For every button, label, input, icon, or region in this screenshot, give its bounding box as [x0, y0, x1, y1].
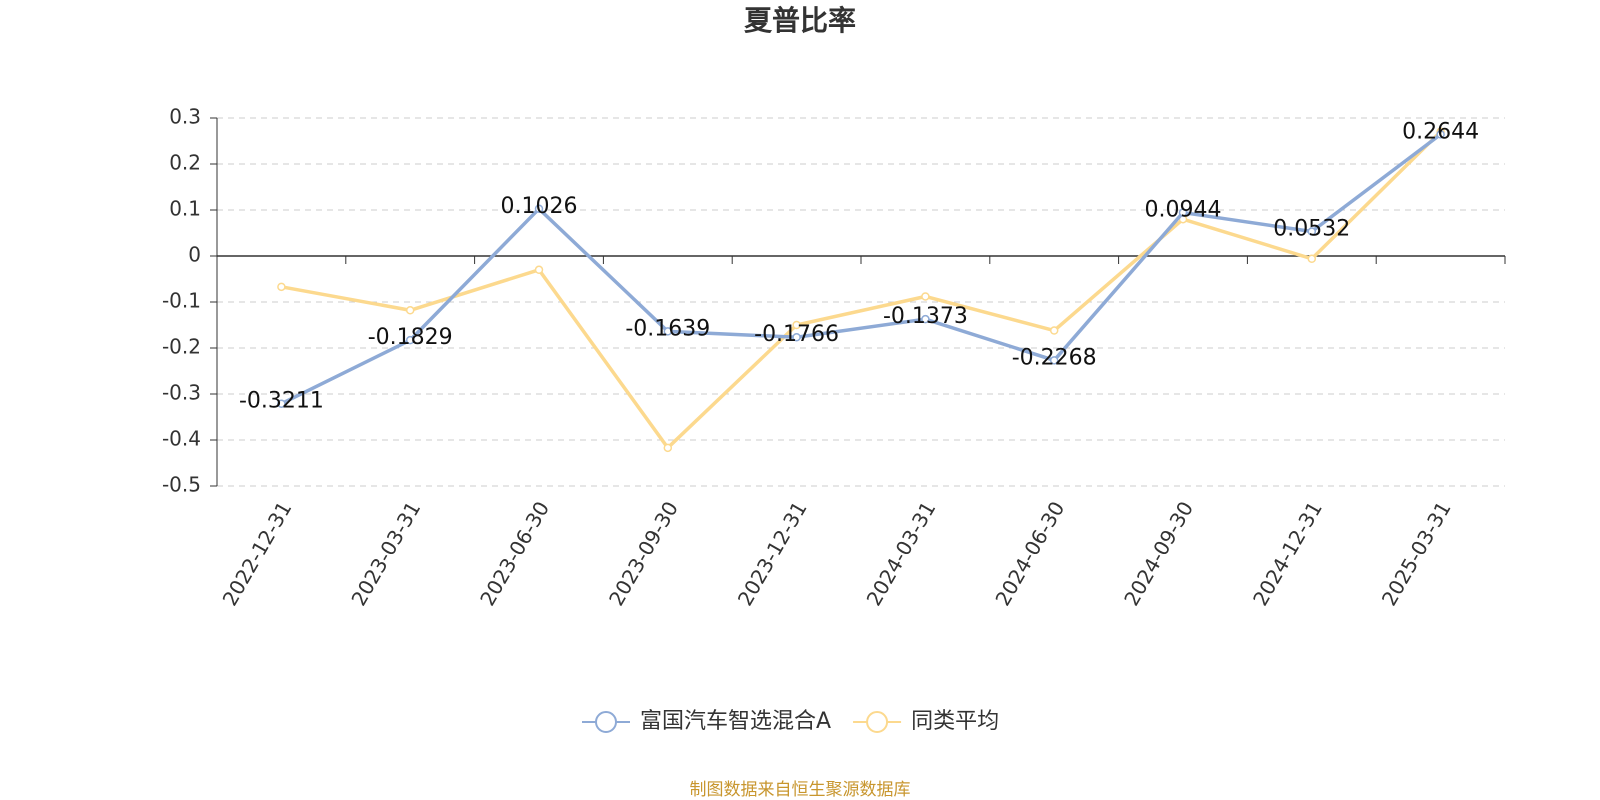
data-point: [663, 327, 673, 336]
legend-marker: [595, 711, 617, 733]
data-point: [1049, 326, 1059, 335]
data-point: [534, 204, 544, 214]
data-label: -0.1373: [883, 304, 968, 329]
data-point: [1307, 227, 1317, 236]
data-label: -0.3211: [239, 389, 324, 414]
data-point: [1436, 130, 1445, 139]
x-tick-label: 2024-09-30: [1119, 497, 1198, 610]
data-point: [921, 314, 930, 324]
data-label: 0.2644: [1402, 119, 1479, 144]
legend-item[interactable]: 同类平均: [853, 709, 999, 734]
data-point: [405, 306, 415, 315]
chart-title: 夏普比率: [744, 4, 856, 37]
legend-label: 同类平均: [911, 709, 999, 734]
data-point: [277, 282, 286, 292]
data-point: [663, 443, 673, 453]
y-tick-label: -0.5: [162, 473, 201, 497]
data-point: [1307, 254, 1317, 264]
data-label: -0.1766: [754, 322, 839, 347]
y-tick-label: 0.2: [169, 151, 201, 175]
y-tick-label: -0.1: [162, 289, 201, 313]
legend-marker: [866, 711, 889, 733]
data-point: [277, 399, 286, 408]
data-label: -0.1829: [368, 325, 453, 350]
data-point: [921, 292, 930, 301]
x-tick-label: 2025-03-31: [1377, 497, 1456, 610]
data-label: 0.0532: [1273, 217, 1350, 242]
data-label: -0.1639: [625, 316, 710, 341]
series-line: [281, 130, 1442, 451]
source-note: 制图数据来自恒生聚源数据库: [690, 780, 911, 800]
y-tick-label: -0.3: [162, 381, 201, 405]
x-tick-label: 2024-12-31: [1248, 497, 1327, 610]
data-point: [534, 265, 544, 275]
y-tick-label: 0.3: [169, 105, 201, 129]
data-label: 0.1026: [501, 194, 578, 219]
y-tick-label: -0.2: [162, 335, 201, 359]
y-tick-label: 0.1: [169, 197, 201, 221]
x-tick-label: 2023-12-31: [733, 497, 812, 610]
y-tick-label: 0: [188, 243, 201, 267]
legend-label: 富国汽车智选混合A: [640, 709, 831, 734]
x-tick-label: 2022-12-31: [218, 497, 297, 610]
data-point: [792, 320, 801, 330]
x-tick-label: 2023-09-30: [604, 497, 683, 610]
x-tick-label: 2023-03-31: [346, 497, 425, 610]
data-point: [792, 332, 801, 342]
data-point: [405, 335, 415, 345]
data-label: 0.0944: [1145, 198, 1222, 223]
series-line: [280, 132, 1442, 406]
y-tick-label: -0.4: [162, 427, 201, 451]
x-tick-label: 2024-06-30: [990, 497, 1069, 610]
legend-item[interactable]: 富国汽车智选混合A: [582, 709, 831, 734]
data-label: -0.2268: [1012, 345, 1097, 370]
x-tick-label: 2024-03-31: [862, 497, 941, 610]
data-point: [1049, 356, 1059, 365]
legend: 富国汽车智选混合A 同类平均: [582, 709, 999, 734]
data-point: [1178, 208, 1188, 217]
x-tick-label: 2023-06-30: [475, 497, 554, 610]
